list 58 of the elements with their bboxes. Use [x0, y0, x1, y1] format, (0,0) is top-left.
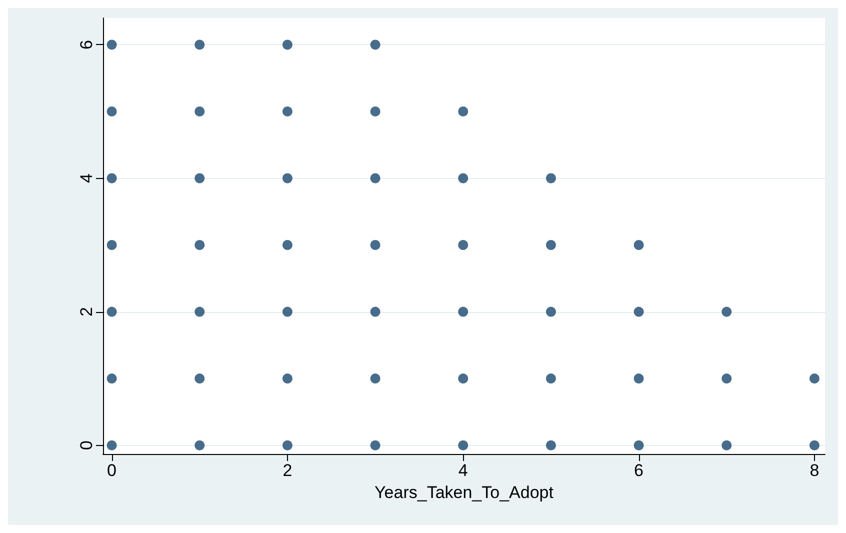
- point: [634, 374, 644, 384]
- point: [809, 440, 820, 450]
- point: [722, 374, 732, 384]
- point: [106, 173, 117, 184]
- point: [546, 306, 556, 317]
- point: [106, 240, 117, 250]
- point: [194, 374, 205, 384]
- point: [194, 173, 205, 184]
- point: [722, 306, 732, 317]
- point: [370, 240, 380, 250]
- point: [458, 374, 468, 384]
- x-tick-label: 6: [634, 461, 644, 480]
- point: [546, 440, 556, 450]
- point: [370, 173, 380, 184]
- y-tick-label: 0: [77, 440, 96, 450]
- point: [282, 306, 292, 317]
- point: [370, 40, 380, 50]
- point: [106, 40, 117, 50]
- point: [106, 440, 117, 450]
- point: [634, 306, 644, 317]
- point: [546, 173, 556, 184]
- point: [194, 440, 205, 450]
- point: [458, 440, 468, 450]
- point: [194, 40, 205, 50]
- x-tick-label: 2: [282, 461, 292, 480]
- point: [370, 440, 380, 450]
- point: [546, 240, 556, 250]
- point: [106, 106, 117, 116]
- point: [634, 240, 644, 250]
- point: [458, 306, 468, 317]
- point: [370, 106, 380, 116]
- point: [458, 240, 468, 250]
- point: [458, 173, 468, 184]
- point: [809, 374, 820, 384]
- point: [546, 374, 556, 384]
- point: [194, 306, 205, 317]
- y-tick-label: 6: [77, 40, 96, 50]
- point: [370, 374, 380, 384]
- point: [194, 240, 205, 250]
- point: [458, 106, 468, 116]
- y-tick-label: 4: [77, 174, 96, 183]
- x-tick-label: 4: [458, 461, 468, 480]
- point: [370, 306, 380, 317]
- point: [282, 40, 292, 50]
- point: [282, 106, 292, 116]
- point: [106, 306, 117, 317]
- point: [722, 440, 732, 450]
- point: [282, 374, 292, 384]
- point: [194, 106, 205, 116]
- point: [634, 440, 644, 450]
- point: [282, 240, 292, 250]
- x-axis-title: Years_Taken_To_Adopt: [374, 483, 554, 502]
- point: [282, 440, 292, 450]
- point: [106, 374, 117, 384]
- y-tick-label: 2: [77, 307, 96, 317]
- x-tick-label: 0: [107, 461, 117, 480]
- point: [282, 173, 292, 184]
- x-tick-label: 8: [810, 461, 820, 480]
